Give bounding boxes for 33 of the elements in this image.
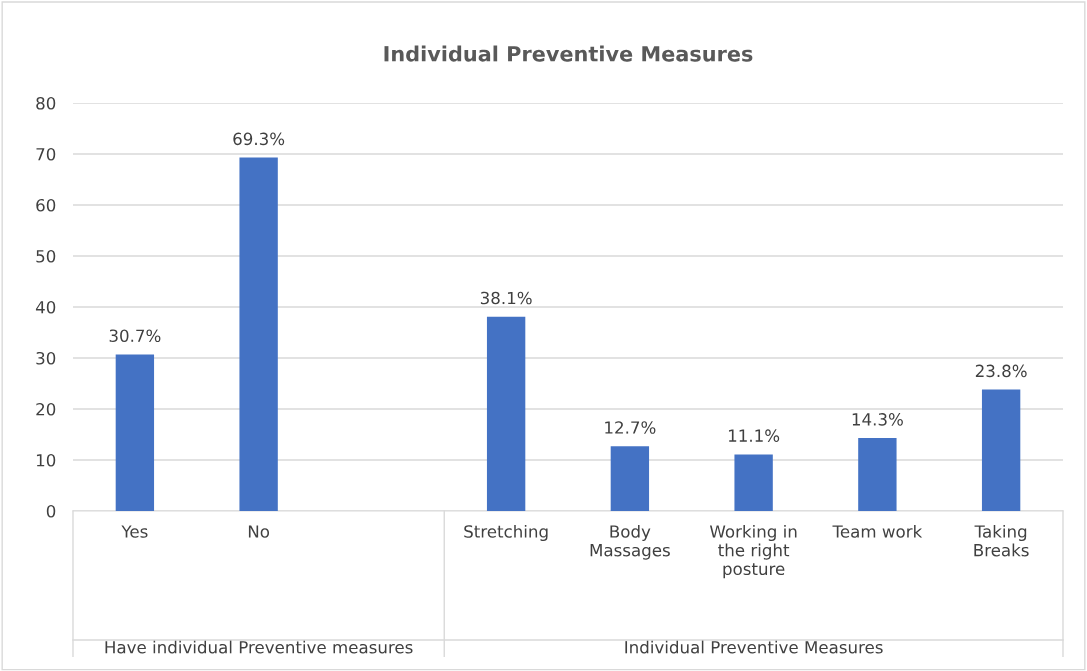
y-tick-label: 70 xyxy=(36,147,56,161)
y-tick-label: 30 xyxy=(36,351,56,365)
data-label: 14.3% xyxy=(852,413,903,426)
y-tick-label: 60 xyxy=(36,198,56,212)
y-tick-label: 0 xyxy=(46,504,56,518)
text: Individual Preventive Measures xyxy=(625,640,883,654)
y-tick-label: 40 xyxy=(35,300,56,314)
bar xyxy=(858,438,897,511)
text: Have individual Preventive measures xyxy=(105,640,413,654)
y-tick-label: 10 xyxy=(36,453,56,467)
y-tick-label: 50 xyxy=(36,249,56,263)
y-tick-label: 80 xyxy=(36,96,56,110)
bar xyxy=(115,354,155,511)
data-label: 12.7% xyxy=(605,421,656,434)
data-label: 11.1% xyxy=(728,429,780,442)
bar xyxy=(610,446,650,511)
bar xyxy=(734,454,773,511)
bar xyxy=(981,389,1021,511)
bar xyxy=(486,316,526,511)
y-tick-label: 20 xyxy=(36,402,56,416)
chart-title: Individual Preventive Measures xyxy=(384,45,753,62)
x-tick-label: Stretching xyxy=(464,524,548,542)
data-label: 23.8% xyxy=(975,364,1027,378)
bar xyxy=(239,157,278,511)
x-tick-label: Yes xyxy=(121,525,148,538)
x-tick-label: Taking Breaks xyxy=(974,524,1029,557)
data-label: 69.3% xyxy=(233,132,285,146)
x-tick-label: No xyxy=(248,525,270,538)
x-tick-label: Team work xyxy=(832,524,923,538)
data-label: 38.1% xyxy=(480,291,532,305)
x-tick-label: Working in the right posture xyxy=(709,524,797,579)
data-label: 30.7% xyxy=(109,329,161,343)
x-tick-label: Body Massages xyxy=(590,524,670,560)
